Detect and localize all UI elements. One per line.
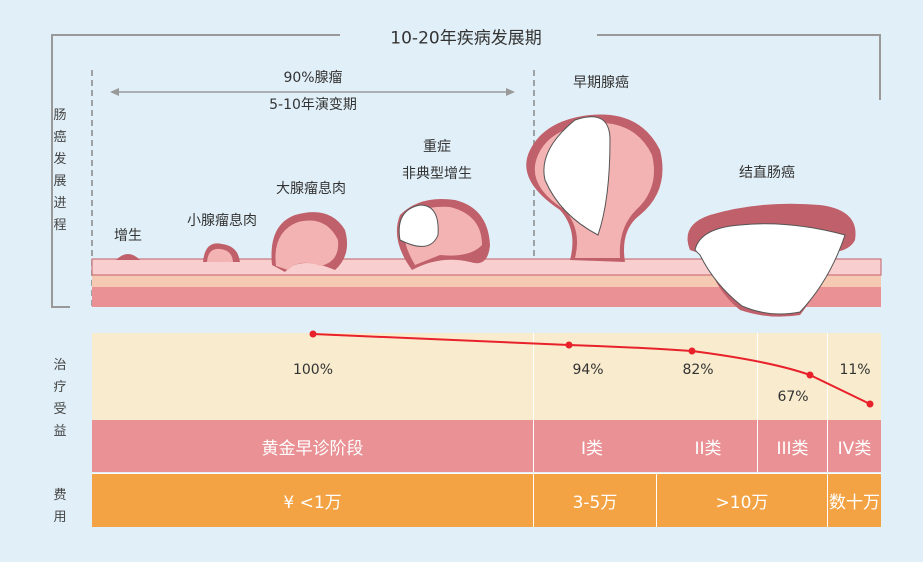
polyp-small-adenoma xyxy=(203,243,240,262)
benefit-cell-i-ii xyxy=(534,333,758,420)
cost-cell-early: ¥ <1万 xyxy=(92,473,534,527)
polyp-early-adenocarcinoma xyxy=(526,114,663,262)
stage-label-early-adenocarcinoma: 早期腺癌 xyxy=(573,75,629,91)
cost-cell-iv: 数十万 xyxy=(828,473,881,527)
side-label-cost: 费用 xyxy=(53,488,67,525)
benefit-label: 11% xyxy=(839,362,871,378)
side-label-benefit: 治疗受益 xyxy=(53,358,67,439)
polyp-large-adenoma xyxy=(271,212,348,272)
benefit-label: 67% xyxy=(777,389,809,405)
category-i: I类 xyxy=(580,438,604,459)
range-arrow xyxy=(110,88,515,96)
range-label-1: 90%腺瘤 xyxy=(283,70,343,86)
category-iv: IV类 xyxy=(828,420,881,472)
range-label-2: 5-10年演变期 xyxy=(269,97,357,113)
cost-cell-i: 3-5万 xyxy=(534,473,657,527)
benefit-label: 94% xyxy=(572,362,604,378)
stage-label-hyperplasia: 增生 xyxy=(114,228,142,244)
polyp-hyperplasia xyxy=(116,254,140,260)
stage-label-small-adenoma: 小腺瘤息肉 xyxy=(187,213,257,229)
stage-label-dysplasia: 非典型增生 xyxy=(402,166,472,182)
category-cell-i-ii: I类 II类 xyxy=(534,420,758,472)
stage-label-large-adenoma: 大腺瘤息肉 xyxy=(276,181,346,197)
stage-label-colorectal-cancer: 结直肠癌 xyxy=(739,165,795,181)
polyp-severe-dysplasia xyxy=(396,199,490,270)
benefit-label: 100% xyxy=(292,362,334,378)
benefit-cell-iii xyxy=(758,333,828,420)
page-title: 10-20年疾病发展期 xyxy=(380,23,552,49)
benefit-label: 82% xyxy=(682,362,714,378)
category-ii: II类 xyxy=(694,438,722,459)
side-label-progress: 肠癌发展进程 xyxy=(53,108,67,233)
stage-label-severe: 重症 xyxy=(423,139,451,155)
category-cell-early: 黄金早诊阶段 xyxy=(92,420,534,472)
category-iii: III类 xyxy=(758,420,828,472)
cost-cell-ii-iii: >10万 xyxy=(657,473,828,527)
colorectal-cancer xyxy=(687,203,856,317)
